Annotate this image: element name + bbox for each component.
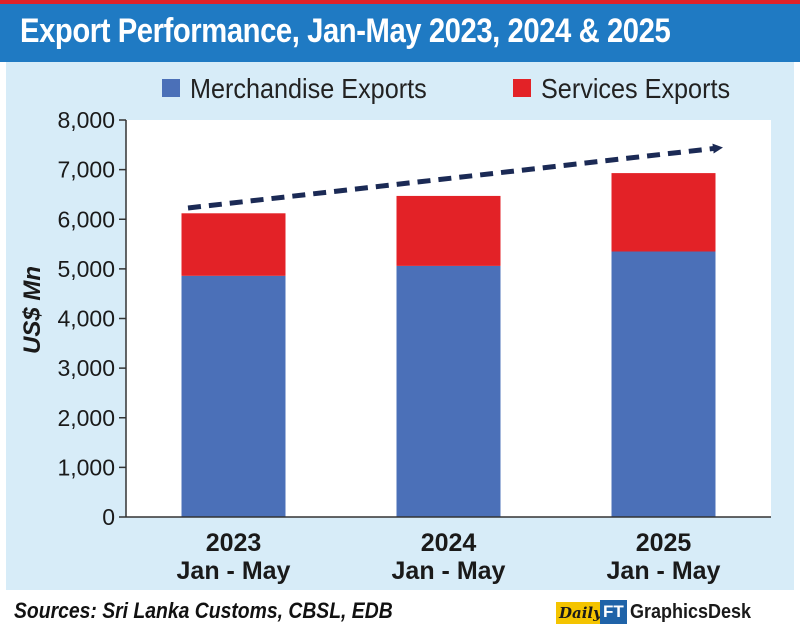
brand-graphicsdesk: GraphicsDesk xyxy=(630,601,752,623)
bar-merchandise-2023 xyxy=(181,275,286,517)
bar-services-2025 xyxy=(611,173,716,252)
y-tick-label: 8,000 xyxy=(57,107,115,133)
y-tick-label: 5,000 xyxy=(57,256,115,282)
bar-merchandise-2024 xyxy=(396,265,501,517)
x-tick-label-year: 2024 xyxy=(421,529,477,557)
y-tick-label: 7,000 xyxy=(57,157,115,183)
brand-daily: Daily xyxy=(556,602,605,624)
legend: Merchandise Exports Services Exports xyxy=(0,72,800,104)
x-tick-label-period: Jan - May xyxy=(177,557,291,585)
legend-label-merchandise: Merchandise Exports xyxy=(190,73,427,104)
title-bar: Export Performance, Jan-May 2023, 2024 &… xyxy=(0,0,800,62)
bar-merchandise-2025 xyxy=(611,251,716,517)
y-tick-label: 6,000 xyxy=(57,206,115,232)
bar-services-2023 xyxy=(181,213,286,276)
y-tick-label: 1,000 xyxy=(57,454,115,480)
y-tick-label: 0 xyxy=(102,504,115,530)
y-tick-label: 4,000 xyxy=(57,306,115,332)
y-tick-label: 3,000 xyxy=(57,355,115,381)
legend-label-services: Services Exports xyxy=(541,73,731,104)
y-axis-title: US$ Mn xyxy=(19,266,46,354)
sources-note: Sources: Sri Lanka Customs, CBSL, EDB xyxy=(14,598,393,623)
y-tick-label: 2,000 xyxy=(57,405,115,431)
bar-services-2024 xyxy=(396,195,501,266)
x-tick-label-year: 2023 xyxy=(206,529,262,557)
trend-arrow xyxy=(187,143,723,211)
brand-ft: FT xyxy=(600,600,627,624)
y-axis: 0 1,000 2,000 3,000 4,000 5,000 6,000 7,000 8,00… xyxy=(57,107,127,530)
x-tick-label-period: Jan - May xyxy=(392,557,506,585)
bars xyxy=(181,173,716,517)
footer: Sources: Sri Lanka Customs, CBSL, EDB Da… xyxy=(0,590,800,637)
x-tick-label-period: Jan - May xyxy=(607,557,721,585)
chart-svg: 0 1,000 2,000 3,000 4,000 5,000 6,000 7,000 8,00… xyxy=(19,107,771,585)
legend-swatch-merchandise xyxy=(162,79,180,97)
x-tick-label-year: 2025 xyxy=(636,529,692,557)
legend-swatch-services xyxy=(513,79,531,97)
chart-title: Export Performance, Jan-May 2023, 2024 &… xyxy=(20,12,671,50)
